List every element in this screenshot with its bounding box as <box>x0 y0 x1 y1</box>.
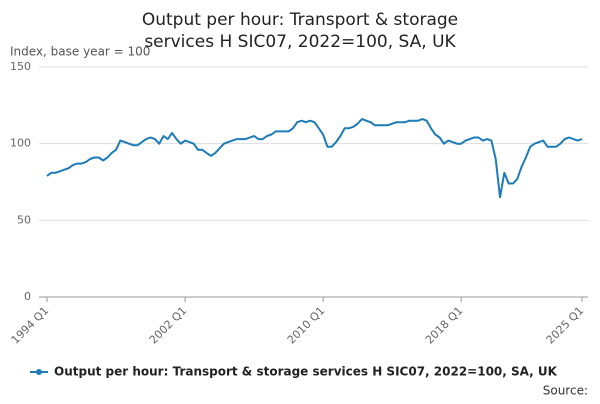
source: Source: <box>543 384 588 398</box>
x-tick-label: 2025 Q1 <box>544 304 587 347</box>
y-tick-label: 50 <box>17 213 31 226</box>
line <box>46 118 583 199</box>
y-tick-label: 150 <box>10 60 31 73</box>
x-tick-label: 1994 Q1 <box>9 304 52 347</box>
y-tick-label: 100 <box>10 137 31 150</box>
x-tick-label: 2002 Q1 <box>147 304 190 347</box>
x-tick-label: 2010 Q1 <box>285 304 328 347</box>
x-tick-label: 2018 Q1 <box>423 304 466 347</box>
y-tick-label: 0 <box>24 290 31 303</box>
legend-marker <box>36 369 42 375</box>
chart-title: Output per hour: Transport & storage serv… <box>142 10 458 52</box>
y-axis-label: Index, base year = 100 <box>10 45 150 59</box>
legend-label: Output per hour: Transport & storage ser… <box>54 365 558 379</box>
